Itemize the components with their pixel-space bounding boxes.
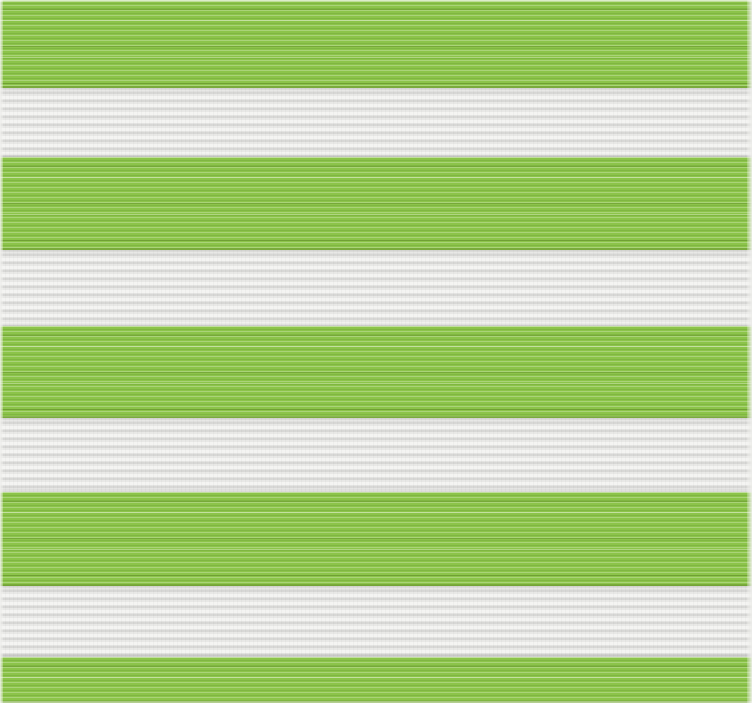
fabric-band-green xyxy=(0,657,752,703)
fabric-band-green xyxy=(0,492,752,586)
fabric-band-sheer xyxy=(0,250,752,326)
fabric-band-sheer xyxy=(0,88,752,157)
fabric-band-green xyxy=(0,157,752,250)
fabric-band-green xyxy=(0,0,752,88)
fabric-band-sheer xyxy=(0,586,752,657)
fabric-band-green xyxy=(0,326,752,418)
fabric-band-sheer xyxy=(0,418,752,492)
